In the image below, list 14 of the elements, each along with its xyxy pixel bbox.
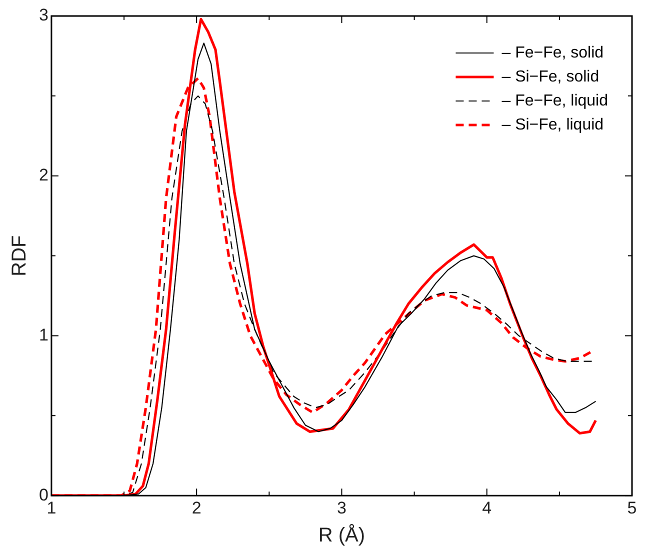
y-tick-label: 0	[38, 485, 48, 504]
legend-label: – Si−Fe, liquid	[502, 116, 604, 134]
x-tick-label: 3	[336, 498, 346, 518]
x-axis-title: R (Å)	[318, 524, 366, 547]
legend-label: – Fe−Fe, solid	[502, 44, 604, 62]
x-tick-label: 5	[627, 498, 637, 518]
y-axis-title: RDF	[8, 235, 31, 276]
y-tick-label: 3	[38, 6, 48, 25]
legend-label: – Fe−Fe, liquid	[502, 92, 608, 110]
y-tick-label: 1	[38, 325, 48, 344]
y-tick-label: 2	[38, 166, 48, 185]
x-tick-label: 4	[482, 498, 492, 518]
x-tick-label: 2	[192, 498, 202, 518]
legend-label: – Si−Fe, solid	[502, 68, 600, 86]
